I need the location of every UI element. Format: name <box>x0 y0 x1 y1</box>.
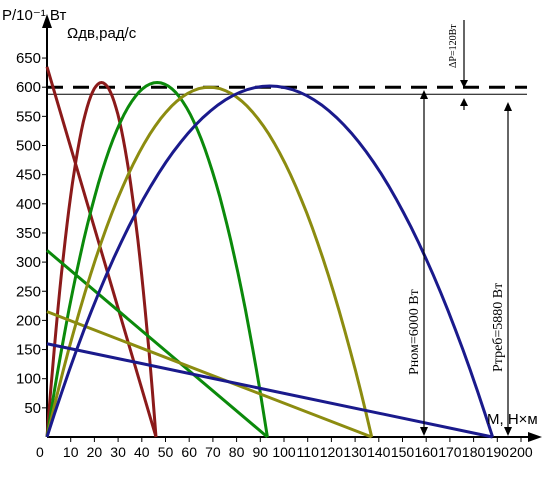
power-curve-4 <box>45 84 495 438</box>
speed-line-3 <box>46 310 373 439</box>
p-nom-arrow <box>420 90 428 436</box>
y-tick-label: 150 <box>16 342 41 359</box>
x-tick-label: 100 <box>272 444 296 460</box>
x-tick-label: 80 <box>229 444 245 460</box>
y2-axis-label: Ωдв,рад/с <box>67 25 137 42</box>
x-tick-label: 120 <box>320 444 344 460</box>
delta-p-arrow <box>460 20 468 110</box>
x-tick-label: 60 <box>181 444 197 460</box>
origin-zero-label: 0 <box>36 444 44 460</box>
curve-group <box>45 66 495 439</box>
y-tick-label: 400 <box>16 196 41 213</box>
x-tick-label: 40 <box>134 444 150 460</box>
speed-line-2 <box>46 249 269 439</box>
y-tick-label: 650 <box>16 50 41 67</box>
y-tick-label: 350 <box>16 225 41 242</box>
x-tick-label: 180 <box>462 444 486 460</box>
x-tick-group: 10 20 30 40 50 60 70 80 90 100 110 120 130 140 150 160 1… <box>63 437 533 460</box>
p-req-label: Pтреб=5880 Вт <box>491 283 506 372</box>
x-tick-label: 30 <box>110 444 126 460</box>
speed-line-4 <box>46 342 493 439</box>
power-curve-1 <box>45 80 158 438</box>
p-nom-label: Pном=6000 Вт <box>407 289 422 375</box>
y-tick-label: 600 <box>16 79 41 96</box>
y-tick-label: 100 <box>16 371 41 388</box>
x-tick-label: 190 <box>486 444 510 460</box>
y-axis-arrow <box>42 14 52 28</box>
x-tick-label: 50 <box>158 444 174 460</box>
x-tick-label: 170 <box>438 444 462 460</box>
x-tick-label: 20 <box>87 444 103 460</box>
x-tick-label: 160 <box>415 444 439 460</box>
x-tick-label: 140 <box>367 444 391 460</box>
y-tick-label: 250 <box>16 283 41 300</box>
x-tick-label: 110 <box>297 444 320 460</box>
y-tick-label: 50 <box>24 400 41 417</box>
y-tick-group: 50 100 150 200 250 300 350 400 450 500 550 600 650 <box>16 50 47 417</box>
power-curve-3 <box>45 85 374 438</box>
x-tick-label: 150 <box>391 444 415 460</box>
p-req-arrow <box>504 102 512 436</box>
x-tick-label: 10 <box>63 444 79 460</box>
delta-p-label: ΔP=120Вт <box>448 24 459 68</box>
y-tick-label: 200 <box>16 312 41 329</box>
x-tick-label: 90 <box>253 444 269 460</box>
x-tick-label: 200 <box>509 444 533 460</box>
x-tick-label: 70 <box>205 444 221 460</box>
y-axis-label: P/10⁻¹,Вт <box>2 7 66 24</box>
y-tick-label: 450 <box>16 167 41 184</box>
y-tick-label: 550 <box>16 108 41 125</box>
x-tick-label: 130 <box>343 444 367 460</box>
y-tick-label: 500 <box>16 138 41 155</box>
x-axis-label: M, H×м <box>487 411 538 428</box>
x-axis-arrow <box>528 432 542 442</box>
speed-line-1 <box>45 66 158 438</box>
power-curve-2 <box>45 80 269 438</box>
y-tick-label: 300 <box>16 254 41 271</box>
